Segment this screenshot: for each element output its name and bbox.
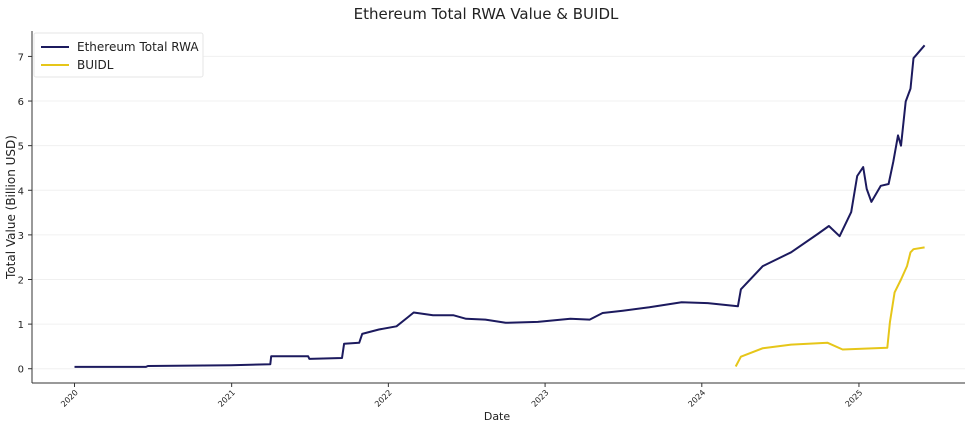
series-lines [74, 44, 926, 368]
x-axis-label: Date [484, 410, 511, 423]
legend: Ethereum Total RWA BUIDL [33, 32, 204, 78]
chart-title: Ethereum Total RWA Value & BUIDL [354, 5, 619, 23]
y-tick-label: 3 [18, 231, 24, 242]
x-tick-label: 2021 [216, 388, 237, 409]
y-tick-label: 4 [18, 186, 24, 197]
x-tick-label: 2024 [686, 388, 707, 409]
x-tick-label: 2020 [59, 388, 80, 409]
x-tick-label: 2025 [844, 388, 865, 409]
series-line-buidl [734, 246, 925, 367]
x-tick-label: 2023 [530, 388, 551, 409]
legend-box [33, 32, 204, 78]
x-tick-label: 2022 [373, 388, 394, 409]
y-tick-label: 1 [18, 320, 24, 331]
y-axis-label: Total Value (Billion USD) [4, 135, 18, 280]
y-tick-label: 0 [18, 365, 24, 376]
series-line-ethereum-total-rwa [74, 44, 926, 368]
y-tick-label: 2 [18, 275, 24, 286]
y-tick-label: 5 [18, 142, 24, 153]
legend-label-ethereum: Ethereum Total RWA [77, 40, 199, 54]
y-tick-label: 7 [18, 52, 24, 63]
y-tick-label: 6 [18, 97, 24, 108]
legend-label-buidl: BUIDL [77, 58, 114, 72]
y-ticks: 0 1 2 3 4 5 6 7 [18, 52, 32, 376]
x-ticks: 2020 2021 2022 2023 2024 2025 [59, 383, 864, 409]
gridlines [32, 55, 965, 370]
